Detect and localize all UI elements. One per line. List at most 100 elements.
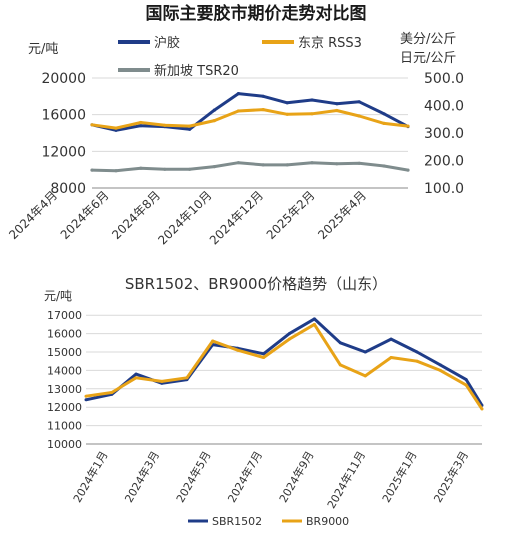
chart2-y-tick-label: 12000 xyxy=(47,401,82,414)
chart1-point xyxy=(357,100,361,104)
chart2-point xyxy=(438,363,442,367)
chart1-point xyxy=(335,102,339,106)
chart1-right-tick-label: 500.0 xyxy=(424,71,464,87)
chart1-point xyxy=(406,124,410,128)
chart2-point xyxy=(338,341,342,345)
chart2-x-tick-label: 2024年3月 xyxy=(121,449,162,505)
chart2-y-tick-label: 13000 xyxy=(47,383,82,396)
chart1-right-tick-label: 400.0 xyxy=(424,99,464,115)
chart2-y-tick-label: 14000 xyxy=(47,364,82,377)
chart2-point xyxy=(185,376,189,380)
chart2-point xyxy=(84,398,88,402)
chart2-point xyxy=(438,368,442,372)
chart2-point xyxy=(262,356,266,359)
chart2-x-tick-label: 2024年7月 xyxy=(224,449,265,505)
chart2-x-axis: 2024年1月 2024年3月 2024年5月 2024年7月 2024年9月 2024年… xyxy=(70,449,471,511)
chart2-point xyxy=(262,352,266,356)
chart1-x-axis: 2024年4月2024年6月2024年8月2024年10月2024年12月202… xyxy=(6,188,369,247)
chart2-x-tick-label: 2025年1月 xyxy=(379,449,420,505)
chart1-point xyxy=(236,92,240,96)
chart2-point xyxy=(415,359,419,363)
chart2-point xyxy=(134,372,138,376)
chart1-right-tick-label: 200.0 xyxy=(424,154,464,170)
chart2-title: SBR1502、BR9000价格趋势（山东） xyxy=(125,275,387,293)
chart2-point xyxy=(160,379,164,383)
chart1-point xyxy=(335,162,339,166)
chart2-axis-unit: 元/吨 xyxy=(44,289,72,303)
chart2-y-tick-label: 10000 xyxy=(47,438,82,451)
chart2-point xyxy=(134,376,138,380)
chart1-point xyxy=(236,109,240,113)
chart2-y-tick-label: 17000 xyxy=(47,309,82,322)
chart2-point xyxy=(312,317,316,321)
chart1-right-tick-label: 100.0 xyxy=(424,181,464,197)
chart1-right-axis-unit-1: 美分/公斤 xyxy=(400,32,456,47)
chart1-legend: 沪胶 东京 RSS3 新加坡 TSR20 xyxy=(118,35,362,79)
chart1-x-tick-label: 2024年8月 xyxy=(109,188,163,242)
chart2-point xyxy=(211,339,215,343)
chart1-line-rss3 xyxy=(91,108,409,130)
chart1-point xyxy=(188,124,192,128)
chart2-point xyxy=(363,374,367,378)
chart1-point xyxy=(310,98,314,102)
chart1-point xyxy=(188,127,192,131)
chart1-point xyxy=(261,94,265,98)
chart1-point xyxy=(90,123,94,127)
chart2-point xyxy=(312,322,316,326)
chart1-left-tick-label: 8000 xyxy=(50,181,86,197)
chart1-point xyxy=(285,163,289,167)
chart2-point xyxy=(389,337,393,341)
chart2-point xyxy=(110,391,114,394)
chart1-point xyxy=(212,108,216,112)
legend-label-sbr1502: SBR1502 xyxy=(212,515,262,528)
chart1-left-axis: 20000 16000 12000 8000 xyxy=(41,71,86,197)
chart1-point xyxy=(139,120,143,125)
chart1-point xyxy=(261,108,265,112)
chart2-legend: SBR1502 BR9000 xyxy=(188,515,349,528)
chart1-x-tick-label: 2025年4月 xyxy=(315,188,369,242)
chart1-point xyxy=(357,161,361,165)
chart1-point xyxy=(163,123,167,127)
chart1-point xyxy=(212,165,216,169)
chart1-point xyxy=(310,112,314,116)
chart1-grid xyxy=(92,77,408,189)
chart1-line-tsr20 xyxy=(91,161,409,173)
chart2-y-tick-label: 15000 xyxy=(47,346,82,359)
chart1-point xyxy=(382,121,386,125)
chart1-point xyxy=(163,167,167,171)
legend-label-rss3: 东京 RSS3 xyxy=(298,36,362,51)
chart2-y-axis: 17000 16000 15000 14000 13000 12000 11000 10000 xyxy=(47,309,82,451)
chart2-point xyxy=(464,378,468,382)
chart2-x-tick-label: 2024年11月 xyxy=(324,449,368,511)
chart1-point xyxy=(114,169,118,173)
legend-label-tsr20: 新加坡 TSR20 xyxy=(154,63,239,79)
chart2-y-tick-label: 16000 xyxy=(47,328,82,341)
chart1-point xyxy=(285,101,289,105)
chart1-point xyxy=(310,161,314,165)
chart2-point xyxy=(363,350,367,354)
chart2-point xyxy=(287,337,291,341)
chart1-point xyxy=(357,114,361,118)
chart2-x-tick-label: 2024年5月 xyxy=(173,449,214,505)
chart2-point xyxy=(464,383,468,387)
chart2-point xyxy=(415,350,419,354)
chart2-point xyxy=(338,363,342,367)
chart2-point xyxy=(480,407,484,411)
chart1-right-axis-unit-2: 日元/公斤 xyxy=(400,51,456,66)
chart1-point xyxy=(139,124,143,128)
chart1-point xyxy=(406,168,410,172)
chart1-point xyxy=(261,163,265,167)
chart1-point xyxy=(188,167,192,171)
chart1-left-axis-unit: 元/吨 xyxy=(28,42,58,57)
chart1-point xyxy=(335,108,339,113)
chart2-y-tick-label: 11000 xyxy=(47,420,82,433)
chart2-x-tick-label: 2025年3月 xyxy=(430,449,471,505)
chart1-point xyxy=(114,126,118,130)
chart1-left-tick-label: 20000 xyxy=(41,71,86,87)
legend-label-br9000: BR9000 xyxy=(306,515,349,528)
chart2-point xyxy=(84,394,88,398)
chart1-right-tick-label: 300.0 xyxy=(424,126,464,142)
chart1-series xyxy=(90,92,410,173)
chart1-x-tick-label: 2024年12月 xyxy=(207,188,266,247)
chart2-grid xyxy=(86,314,482,445)
